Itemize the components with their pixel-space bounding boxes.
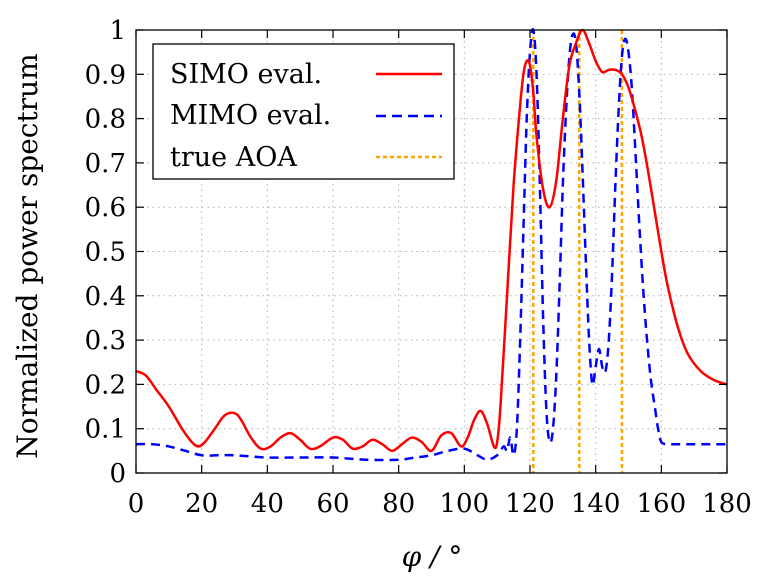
legend-label-mimo: MIMO eval. xyxy=(170,100,331,131)
series-lines xyxy=(135,28,728,462)
x-tick-label: 100 xyxy=(440,489,490,519)
x-tick-label: 40 xyxy=(251,489,284,519)
y-axis-title: Normalized power spectrum xyxy=(11,53,44,458)
tick-labels: 0 20 40 60 80 100 120 140 160 180 0 0.1 0.2 0.3 0.4 0.5… xyxy=(85,16,752,519)
legend-box xyxy=(152,43,455,180)
y-tick-label: 0.6 xyxy=(85,193,126,223)
legend-label-simo: SIMO eval. xyxy=(170,59,322,90)
x-tick-label: 80 xyxy=(382,489,415,519)
axis-ticks xyxy=(135,29,728,474)
legend: SIMO eval. MIMO eval. true AOA xyxy=(152,43,455,180)
y-tick-label: 0.9 xyxy=(85,60,126,90)
x-tick-label: 180 xyxy=(702,489,752,519)
y-tick-label: 0.8 xyxy=(85,105,126,135)
y-tick-label: 0.7 xyxy=(85,149,126,179)
grid xyxy=(136,30,727,473)
y-tick-label: 0.2 xyxy=(85,370,126,400)
legend-label-true-aoa: true AOA xyxy=(170,142,297,173)
x-tick-label: 0 xyxy=(128,489,145,519)
y-tick-label: 0.4 xyxy=(85,282,126,312)
mimo-eval-line xyxy=(135,28,727,462)
x-tick-label: 20 xyxy=(185,489,218,519)
x-tick-label: 160 xyxy=(637,489,687,519)
x-tick-label: 120 xyxy=(505,489,555,519)
y-tick-label: 0.3 xyxy=(85,326,126,356)
x-tick-label: 60 xyxy=(316,489,349,519)
y-tick-label: 0.5 xyxy=(85,238,126,268)
y-tick-label: 0.1 xyxy=(85,415,126,445)
simo-eval-line xyxy=(135,28,728,453)
x-axis-title: φ / ° xyxy=(402,540,463,573)
y-tick-label: 0 xyxy=(109,459,126,489)
y-tick-label: 1 xyxy=(109,16,126,46)
x-tick-label: 140 xyxy=(571,489,621,519)
